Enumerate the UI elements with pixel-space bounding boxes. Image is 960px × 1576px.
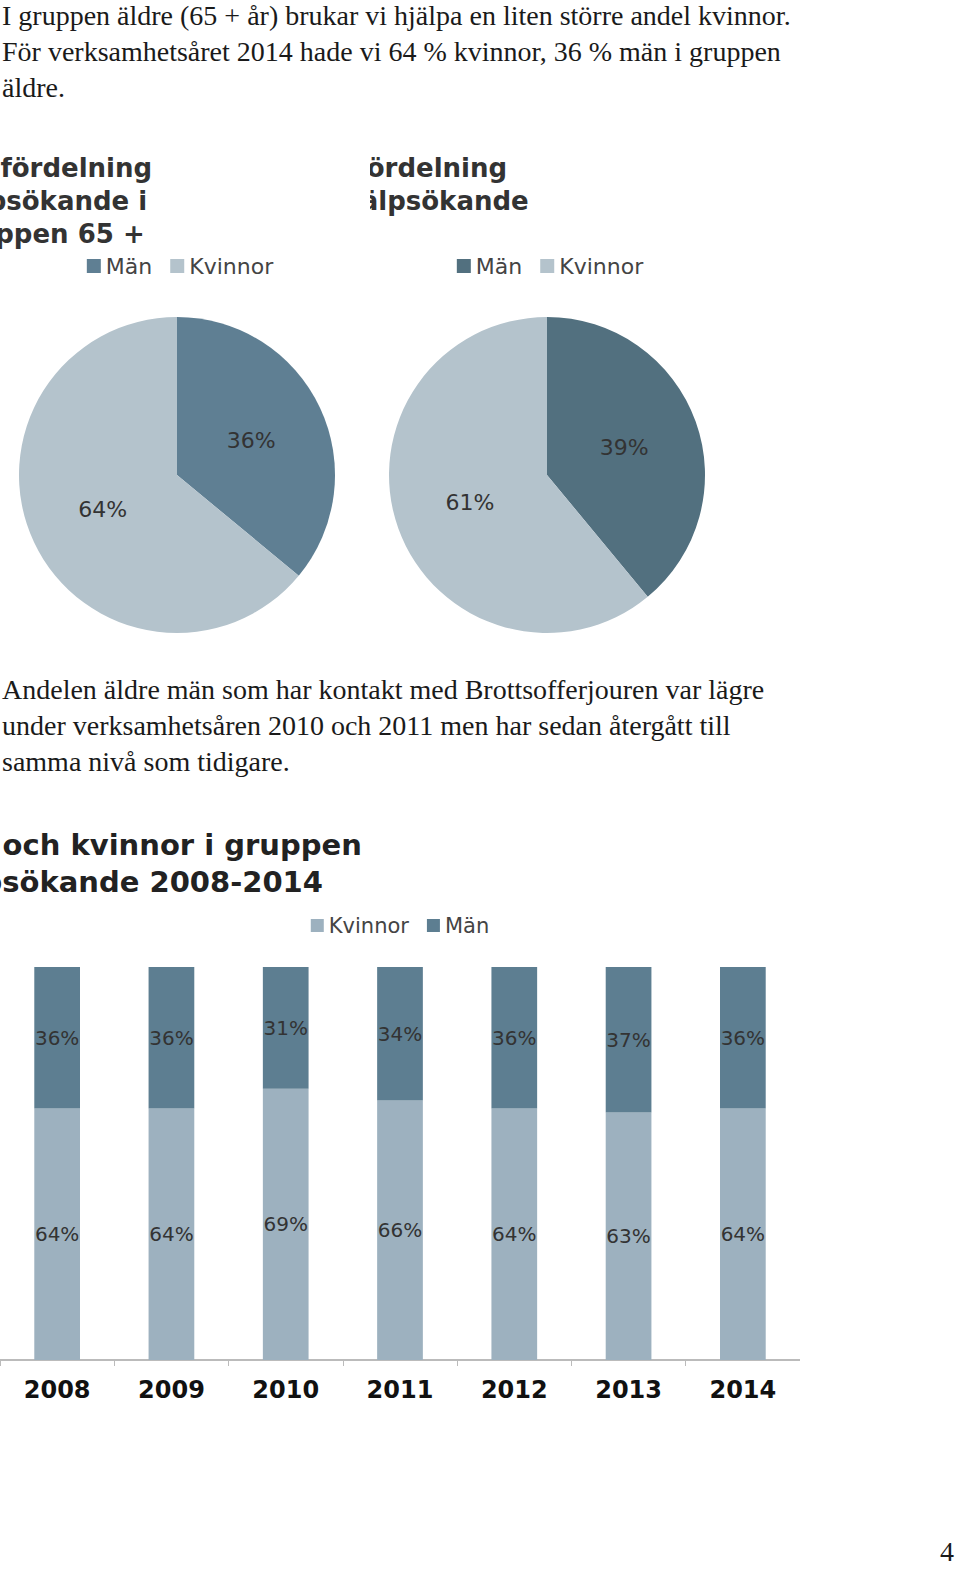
svg-text:Könsfördelning: Könsfördelning xyxy=(370,153,516,183)
svg-text:Könsfördelning: Könsfördelning xyxy=(0,153,161,183)
svg-text:36%: 36% xyxy=(492,1026,536,1050)
svg-text:2011: 2011 xyxy=(367,1376,434,1404)
svg-text:37%: 37% xyxy=(606,1028,650,1052)
svg-text:Män: Män xyxy=(106,254,152,279)
svg-text:63%: 63% xyxy=(606,1224,650,1248)
svg-text:34%: 34% xyxy=(378,1022,422,1046)
svg-text:2009: 2009 xyxy=(138,1376,205,1404)
svg-text:66%: 66% xyxy=(378,1218,422,1242)
svg-text:äldre hjälpsökande 2008-2014: äldre hjälpsökande 2008-2014 xyxy=(0,865,323,899)
svg-text:36%: 36% xyxy=(721,1026,765,1050)
svg-text:2008: 2008 xyxy=(24,1376,91,1404)
svg-text:gruppen 65 +: gruppen 65 + xyxy=(0,219,145,249)
svg-text:31%: 31% xyxy=(263,1016,307,1040)
svg-text:Kvinnor: Kvinnor xyxy=(559,254,644,279)
svg-text:hjälpsökande i: hjälpsökande i xyxy=(0,186,156,216)
svg-text:39%: 39% xyxy=(600,435,649,460)
svg-text:2014: 2014 xyxy=(709,1376,776,1404)
svg-text:Män: Män xyxy=(476,254,522,279)
svg-text:64%: 64% xyxy=(78,497,127,522)
svg-text:36%: 36% xyxy=(35,1026,79,1050)
svg-text:64%: 64% xyxy=(492,1222,536,1246)
svg-text:69%: 69% xyxy=(263,1212,307,1236)
svg-text:64%: 64% xyxy=(721,1222,765,1246)
html-text:Andelen äldre män som har kont: Andelen äldre män som har kontakt med Br… xyxy=(2,674,765,777)
svg-text:Män: Män xyxy=(445,914,489,938)
svg-text:64%: 64% xyxy=(35,1222,79,1246)
html-text:4: 4 xyxy=(940,1536,954,1567)
svg-text:64%: 64% xyxy=(149,1222,193,1246)
svg-text:Kvinnor: Kvinnor xyxy=(329,914,410,938)
svg-text:61%: 61% xyxy=(445,490,494,515)
html-text:I gruppen äldre (65 + år) bruk: I gruppen äldre (65 + år) brukar vi hjäl… xyxy=(2,0,791,103)
svg-text:2012: 2012 xyxy=(481,1376,548,1404)
svg-text:36%: 36% xyxy=(227,428,276,453)
svg-text:Kvinnor: Kvinnor xyxy=(189,254,274,279)
svg-text:36%: 36% xyxy=(149,1026,193,1050)
svg-text:2010: 2010 xyxy=(252,1376,319,1404)
svg-text:Andelen män och kvinnor i grup: Andelen män och kvinnor i gruppen xyxy=(0,828,362,862)
svg-text:alla hjälpsökande: alla hjälpsökande xyxy=(370,186,529,216)
svg-text:2013: 2013 xyxy=(595,1376,662,1404)
